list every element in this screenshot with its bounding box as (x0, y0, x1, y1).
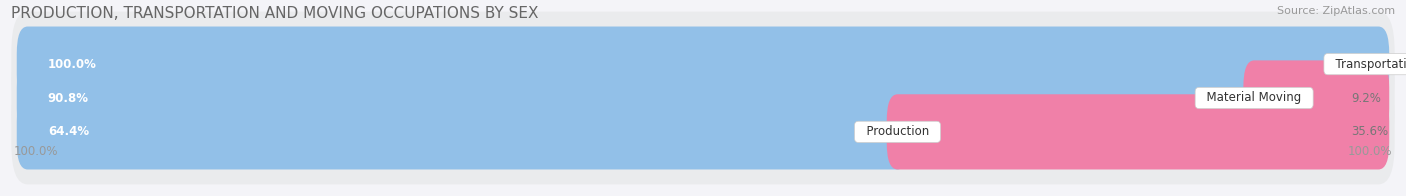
Text: Material Moving: Material Moving (1199, 92, 1309, 104)
FancyBboxPatch shape (11, 79, 1395, 184)
FancyBboxPatch shape (1243, 60, 1389, 136)
Text: Production: Production (859, 125, 936, 138)
Text: 9.2%: 9.2% (1351, 92, 1381, 104)
FancyBboxPatch shape (11, 12, 1395, 117)
Text: 100.0%: 100.0% (14, 145, 59, 158)
FancyBboxPatch shape (17, 60, 1265, 136)
Text: 0.0%: 0.0% (1351, 58, 1381, 71)
Text: 64.4%: 64.4% (48, 125, 89, 138)
Text: 90.8%: 90.8% (48, 92, 89, 104)
FancyBboxPatch shape (887, 94, 1389, 170)
FancyBboxPatch shape (17, 94, 908, 170)
Text: 35.6%: 35.6% (1351, 125, 1389, 138)
Text: PRODUCTION, TRANSPORTATION AND MOVING OCCUPATIONS BY SEX: PRODUCTION, TRANSPORTATION AND MOVING OC… (11, 6, 538, 21)
FancyBboxPatch shape (11, 45, 1395, 151)
Text: Source: ZipAtlas.com: Source: ZipAtlas.com (1277, 6, 1395, 16)
FancyBboxPatch shape (17, 26, 1389, 102)
Text: 100.0%: 100.0% (1347, 145, 1392, 158)
Text: Transportation: Transportation (1329, 58, 1406, 71)
Text: 100.0%: 100.0% (48, 58, 97, 71)
